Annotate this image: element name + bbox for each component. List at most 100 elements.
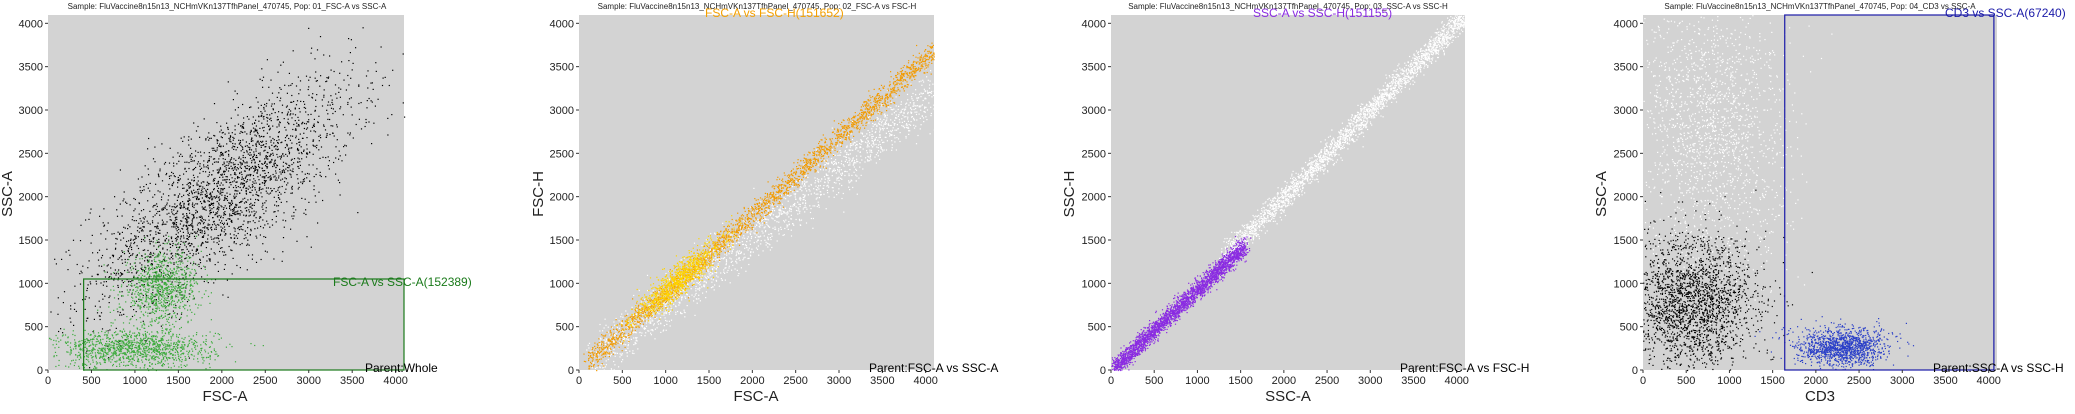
- event-dot: [239, 177, 240, 178]
- event-dot: [181, 327, 182, 328]
- event-dot: [318, 136, 319, 137]
- event-dot: [266, 105, 267, 106]
- event-dot: [235, 174, 236, 175]
- event-dot: [128, 281, 129, 282]
- event-dot: [249, 166, 250, 167]
- event-dot: [172, 255, 173, 256]
- event-dot: [158, 274, 159, 275]
- event-dot: [169, 313, 170, 314]
- event-dot: [232, 147, 233, 148]
- event-dot: [126, 340, 127, 341]
- event-dot: [174, 290, 175, 291]
- event-dot: [112, 262, 113, 263]
- event-dot: [224, 226, 225, 227]
- event-dot: [242, 243, 243, 244]
- event-dot: [90, 345, 91, 346]
- event-dot: [204, 227, 205, 228]
- event-dot: [266, 157, 267, 158]
- event-dot: [78, 341, 79, 342]
- event-dot: [331, 108, 332, 109]
- event-dot: [100, 348, 101, 349]
- event-dot: [201, 268, 202, 269]
- event-dot: [371, 143, 372, 144]
- event-dot: [93, 356, 94, 357]
- event-dot: [329, 160, 330, 161]
- y-tick-label: 3000: [19, 105, 43, 117]
- event-dot: [168, 240, 169, 241]
- event-dot: [210, 227, 211, 228]
- event-dot: [185, 305, 186, 306]
- event-dot: [226, 169, 227, 170]
- event-dot: [103, 354, 104, 355]
- event-dot: [145, 331, 146, 332]
- event-dot: [181, 299, 182, 300]
- event-dot: [314, 130, 315, 131]
- event-dot: [127, 342, 128, 343]
- event-dot: [53, 344, 54, 345]
- x-tick-label: 1500: [166, 375, 190, 387]
- event-dot: [261, 136, 262, 137]
- event-dot: [99, 265, 100, 266]
- event-dot: [101, 350, 102, 351]
- event-dot: [241, 150, 242, 151]
- event-dot: [176, 346, 177, 347]
- event-dot: [176, 334, 177, 335]
- event-dot: [134, 301, 135, 302]
- event-dot: [226, 182, 227, 183]
- event-dot: [97, 310, 98, 311]
- event-dot: [160, 285, 161, 286]
- event-dot: [923, 121, 924, 122]
- event-dot: [53, 340, 54, 341]
- event-dot: [190, 284, 191, 285]
- event-dot: [282, 170, 283, 171]
- event-dot: [122, 263, 123, 264]
- event-dot: [85, 364, 86, 365]
- event-dot: [191, 348, 192, 349]
- event-dot: [96, 367, 97, 368]
- event-dot: [298, 142, 299, 143]
- event-dot: [276, 173, 277, 174]
- event-dot: [639, 290, 640, 291]
- event-dot: [175, 295, 176, 296]
- event-dot: [155, 271, 156, 272]
- event-dot: [128, 259, 129, 260]
- event-dot: [173, 226, 174, 227]
- event-dot: [851, 180, 852, 181]
- event-dot: [203, 256, 204, 257]
- event-dot: [196, 281, 197, 282]
- event-dot: [215, 225, 216, 226]
- event-dot: [304, 104, 305, 105]
- event-dot: [231, 200, 232, 201]
- event-dot: [190, 148, 191, 149]
- event-dot: [198, 193, 199, 194]
- event-dot: [165, 308, 166, 309]
- event-dot: [207, 242, 208, 243]
- event-dot: [154, 226, 155, 227]
- event-dot: [213, 189, 214, 190]
- event-dot: [184, 270, 185, 271]
- event-dot: [345, 154, 346, 155]
- event-dot: [137, 286, 138, 287]
- event-dot: [183, 232, 184, 233]
- event-dot: [157, 242, 158, 243]
- event-dot: [223, 158, 224, 159]
- event-dot: [260, 192, 261, 193]
- event-dot: [153, 302, 154, 303]
- event-dot: [190, 294, 191, 295]
- event-dot: [169, 205, 170, 206]
- event-dot: [175, 226, 176, 227]
- event-dot: [194, 192, 195, 193]
- event-dot: [169, 344, 170, 345]
- event-dot: [172, 213, 173, 214]
- event-dot: [184, 162, 185, 163]
- event-dot: [263, 213, 264, 214]
- event-dot: [177, 244, 178, 245]
- event-dot: [66, 343, 67, 344]
- event-dot: [264, 176, 265, 177]
- event-dot: [151, 254, 152, 255]
- event-dot: [314, 176, 315, 177]
- event-dot: [907, 125, 908, 126]
- event-dot: [290, 229, 291, 230]
- event-dot: [202, 237, 203, 238]
- event-dot: [193, 122, 194, 123]
